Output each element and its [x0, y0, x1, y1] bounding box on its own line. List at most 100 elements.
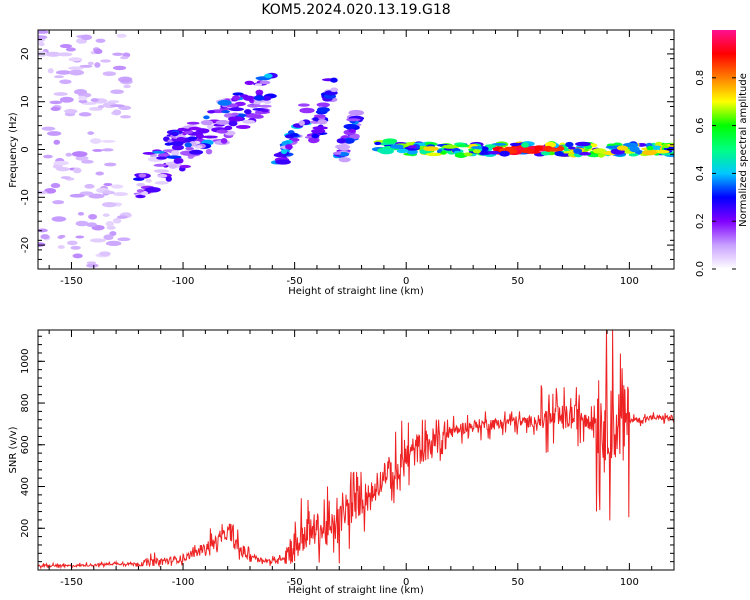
spectrogram-cell — [152, 150, 165, 154]
spectrogram-cell — [113, 217, 122, 224]
spectrogram-cell — [196, 128, 210, 134]
spectrogram-cell — [86, 261, 97, 265]
spectrogram-cell — [72, 253, 83, 259]
spectrogram-cell — [235, 124, 251, 130]
spectrogram-cell — [264, 73, 273, 79]
spectrogram-cell — [142, 152, 155, 155]
spectrogram-cell — [170, 150, 180, 156]
spectrogram-cell — [509, 142, 521, 147]
spectrogram-cell — [308, 137, 320, 144]
spectrogram-cell — [565, 141, 574, 148]
spectrogram-cell — [667, 143, 674, 147]
spectrogram-cell — [68, 69, 85, 76]
spectrogram-cell — [244, 80, 255, 85]
spectrogram-cell — [53, 139, 61, 145]
spectrogram-cell — [60, 176, 72, 180]
colorbar-tick-label: 0.8 — [695, 70, 706, 86]
spectrogram-cell — [112, 65, 127, 71]
spectrogram-cell — [120, 56, 129, 60]
spectrogram-cell — [548, 148, 561, 152]
spectrogram-cell — [75, 155, 89, 161]
spectrogram-x-tick-label: 100 — [620, 276, 639, 287]
spectrogram-cell — [346, 118, 361, 122]
spectrogram-cell — [110, 89, 125, 95]
spectrogram-cell — [153, 169, 170, 173]
spectrogram-cell — [50, 106, 61, 112]
spectrogram-cell — [53, 160, 69, 166]
spectrogram-cell — [232, 92, 244, 96]
spectrogram-cell — [186, 121, 200, 125]
colorbar-label: Normalized spectral amplitude — [738, 73, 749, 227]
spectrogram-cell — [55, 70, 72, 75]
spectrogram-cell — [38, 190, 48, 195]
spectrogram-cell — [80, 34, 93, 40]
spectrogram-cell — [38, 30, 49, 34]
spectrogram-cell — [207, 123, 214, 130]
spectrogram-cell — [116, 33, 127, 38]
spectrogram-cell — [221, 109, 230, 114]
spectrogram-cell — [622, 142, 639, 148]
spectrogram-cell — [95, 38, 106, 43]
spectrogram-cell — [106, 240, 122, 246]
spectrogram-cell — [299, 107, 315, 114]
snr-x-tick-label: -50 — [286, 577, 302, 588]
spectrogram-cell — [194, 145, 203, 149]
spectrogram-cell — [220, 137, 228, 144]
spectrogram-x-tick-label: 50 — [511, 276, 524, 287]
spectrogram-cell — [79, 64, 93, 68]
spectrogram-cell — [86, 222, 98, 227]
spectrogram-cell — [59, 96, 74, 103]
snr-x-tick-label: -150 — [60, 577, 83, 588]
spectrogram-cell — [113, 192, 128, 197]
snr-series — [38, 330, 674, 570]
spectrogram-cell — [247, 104, 262, 108]
spectrogram-cell — [578, 151, 592, 156]
spectrogram-cell — [317, 119, 328, 125]
spectrogram-cell — [285, 144, 293, 150]
spectrogram-cell — [157, 173, 168, 178]
spectrogram-cell — [541, 151, 551, 156]
spectrogram-cell — [521, 142, 529, 148]
spectrogram-cell — [72, 167, 82, 174]
spectrogram-cell — [97, 105, 104, 109]
spectrogram-cell — [554, 150, 564, 157]
spectrogram-cell — [228, 120, 238, 127]
spectrogram-cell — [41, 126, 56, 131]
spectrogram-cell — [120, 115, 132, 119]
spectrogram-cell — [109, 104, 125, 108]
spectrogram-cell — [642, 150, 658, 156]
spectrogram-cell — [66, 240, 78, 246]
spectrogram-cell — [330, 77, 338, 83]
spectrogram-cell — [252, 114, 264, 119]
spectrogram-cell — [273, 153, 285, 158]
spectrogram-cell — [390, 144, 404, 149]
spectrogram-cell — [456, 144, 470, 148]
spectrogram-cell — [254, 83, 263, 87]
snr-y-axis-label: SNR (v/v) — [8, 426, 19, 473]
spectrogram-cell — [78, 99, 88, 104]
spectrogram-cell — [94, 62, 101, 68]
spectrogram-x-tick-label: -150 — [60, 276, 83, 287]
spectrogram-cell — [111, 184, 124, 189]
spectrogram-cell — [463, 152, 473, 157]
spectrogram-cell — [189, 149, 204, 155]
snr-x-tick-label: 50 — [511, 577, 524, 588]
snr-axes: -150 -100 -50 0 50 100 200 400 600 800 1000 — [20, 330, 675, 588]
spectrogram-cell — [52, 200, 65, 205]
spectrogram-cell — [216, 129, 228, 134]
spectrogram-cell — [168, 164, 178, 169]
spectrogram-cell — [112, 52, 124, 56]
colorbar-tick-label: 0.4 — [695, 165, 706, 181]
snr-y-tick-label: 400 — [20, 477, 31, 496]
spectrogram-cell — [65, 152, 73, 157]
spectrogram-x-tick-label: -50 — [286, 276, 302, 287]
spectrogram-cell — [488, 150, 500, 155]
spectrogram-cell — [261, 109, 269, 113]
spectrogram-cell — [592, 148, 606, 154]
spectrogram-cell — [203, 115, 210, 120]
colorbar: 0.0 0.2 0.4 0.6 0.8 Normalized spectral ampl… — [695, 30, 749, 277]
spectrogram-cell — [154, 181, 169, 185]
snr-x-tick-label: 0 — [403, 577, 409, 588]
colorbar-tick-label: 0.2 — [695, 213, 706, 229]
